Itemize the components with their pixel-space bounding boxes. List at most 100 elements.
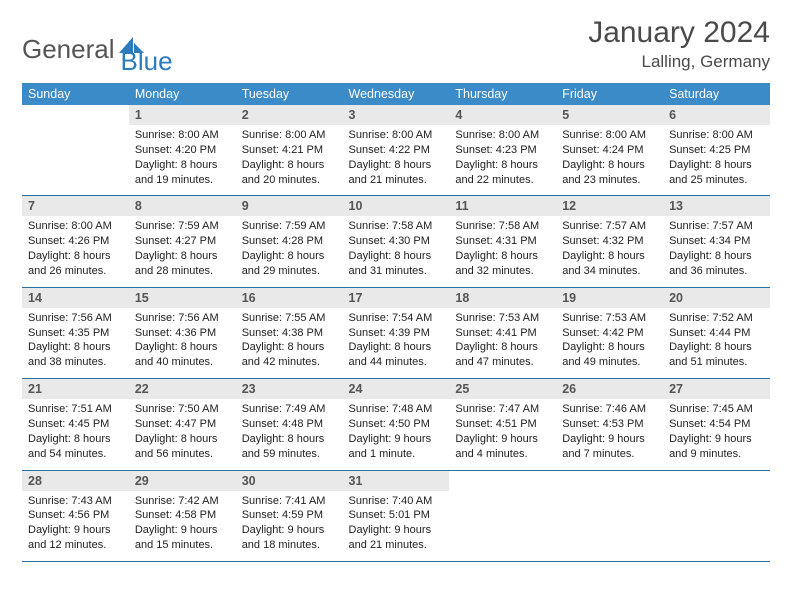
sunset-text: Sunset: 4:45 PM [28, 417, 123, 432]
sunrise-text: Sunrise: 7:41 AM [242, 494, 337, 509]
daylight-text: Daylight: 8 hours and 40 minutes. [135, 340, 230, 370]
location: Lalling, Germany [588, 52, 770, 72]
daylight-text: Daylight: 8 hours and 54 minutes. [28, 432, 123, 462]
calendar-cell: 16Sunrise: 7:55 AMSunset: 4:38 PMDayligh… [236, 287, 343, 378]
day-number: 30 [236, 471, 343, 491]
daylight-text: Daylight: 8 hours and 49 minutes. [562, 340, 657, 370]
day-info: Sunrise: 7:48 AMSunset: 4:50 PMDaylight:… [343, 399, 450, 469]
day-info: Sunrise: 7:41 AMSunset: 4:59 PMDaylight:… [236, 491, 343, 561]
day-number: 11 [449, 196, 556, 216]
sunset-text: Sunset: 4:24 PM [562, 143, 657, 158]
daylight-text: Daylight: 8 hours and 21 minutes. [349, 158, 444, 188]
calendar-cell: 17Sunrise: 7:54 AMSunset: 4:39 PMDayligh… [343, 287, 450, 378]
daylight-text: Daylight: 8 hours and 28 minutes. [135, 249, 230, 279]
calendar-cell: 13Sunrise: 7:57 AMSunset: 4:34 PMDayligh… [663, 196, 770, 287]
calendar-cell: 9Sunrise: 7:59 AMSunset: 4:28 PMDaylight… [236, 196, 343, 287]
day-info: Sunrise: 7:54 AMSunset: 4:39 PMDaylight:… [343, 308, 450, 378]
day-number: 19 [556, 288, 663, 308]
daylight-text: Daylight: 8 hours and 19 minutes. [135, 158, 230, 188]
day-info: Sunrise: 7:50 AMSunset: 4:47 PMDaylight:… [129, 399, 236, 469]
weekday-header: Thursday [449, 83, 556, 105]
calendar-cell: 19Sunrise: 7:53 AMSunset: 4:42 PMDayligh… [556, 287, 663, 378]
calendar-cell [449, 470, 556, 561]
day-info: Sunrise: 7:58 AMSunset: 4:31 PMDaylight:… [449, 216, 556, 286]
day-info: Sunrise: 7:56 AMSunset: 4:35 PMDaylight:… [22, 308, 129, 378]
day-number: 28 [22, 471, 129, 491]
day-number: 26 [556, 379, 663, 399]
weekday-header: Saturday [663, 83, 770, 105]
daylight-text: Daylight: 9 hours and 12 minutes. [28, 523, 123, 553]
sunset-text: Sunset: 4:38 PM [242, 326, 337, 341]
daylight-text: Daylight: 9 hours and 4 minutes. [455, 432, 550, 462]
day-number: 17 [343, 288, 450, 308]
weekday-header: Monday [129, 83, 236, 105]
sunset-text: Sunset: 4:50 PM [349, 417, 444, 432]
calendar-cell: 3Sunrise: 8:00 AMSunset: 4:22 PMDaylight… [343, 105, 450, 196]
sunrise-text: Sunrise: 7:59 AM [242, 219, 337, 234]
calendar-cell: 11Sunrise: 7:58 AMSunset: 4:31 PMDayligh… [449, 196, 556, 287]
daylight-text: Daylight: 9 hours and 21 minutes. [349, 523, 444, 553]
calendar-cell: 20Sunrise: 7:52 AMSunset: 4:44 PMDayligh… [663, 287, 770, 378]
sunrise-text: Sunrise: 7:54 AM [349, 311, 444, 326]
sunset-text: Sunset: 4:25 PM [669, 143, 764, 158]
daylight-text: Daylight: 8 hours and 23 minutes. [562, 158, 657, 188]
day-info: Sunrise: 8:00 AMSunset: 4:23 PMDaylight:… [449, 125, 556, 195]
sunset-text: Sunset: 4:42 PM [562, 326, 657, 341]
sunset-text: Sunset: 4:36 PM [135, 326, 230, 341]
sunset-text: Sunset: 4:35 PM [28, 326, 123, 341]
day-number: 12 [556, 196, 663, 216]
daylight-text: Daylight: 8 hours and 32 minutes. [455, 249, 550, 279]
sunset-text: Sunset: 4:22 PM [349, 143, 444, 158]
logo-text-blue: Blue [121, 46, 173, 77]
daylight-text: Daylight: 9 hours and 9 minutes. [669, 432, 764, 462]
sunrise-text: Sunrise: 7:49 AM [242, 402, 337, 417]
day-number: 3 [343, 105, 450, 125]
calendar-cell: 30Sunrise: 7:41 AMSunset: 4:59 PMDayligh… [236, 470, 343, 561]
day-number: 24 [343, 379, 450, 399]
sunset-text: Sunset: 4:30 PM [349, 234, 444, 249]
day-number: 31 [343, 471, 450, 491]
calendar-cell: 24Sunrise: 7:48 AMSunset: 4:50 PMDayligh… [343, 379, 450, 470]
daylight-text: Daylight: 8 hours and 38 minutes. [28, 340, 123, 370]
day-number: 15 [129, 288, 236, 308]
calendar-row: 14Sunrise: 7:56 AMSunset: 4:35 PMDayligh… [22, 287, 770, 378]
calendar-cell: 18Sunrise: 7:53 AMSunset: 4:41 PMDayligh… [449, 287, 556, 378]
sunrise-text: Sunrise: 8:00 AM [562, 128, 657, 143]
sunset-text: Sunset: 4:20 PM [135, 143, 230, 158]
sunrise-text: Sunrise: 7:53 AM [455, 311, 550, 326]
day-info: Sunrise: 7:53 AMSunset: 4:42 PMDaylight:… [556, 308, 663, 378]
daylight-text: Daylight: 8 hours and 51 minutes. [669, 340, 764, 370]
sunset-text: Sunset: 4:26 PM [28, 234, 123, 249]
sunset-text: Sunset: 4:23 PM [455, 143, 550, 158]
day-info: Sunrise: 8:00 AMSunset: 4:26 PMDaylight:… [22, 216, 129, 286]
day-info: Sunrise: 7:57 AMSunset: 4:32 PMDaylight:… [556, 216, 663, 286]
sunset-text: Sunset: 4:32 PM [562, 234, 657, 249]
sunset-text: Sunset: 4:59 PM [242, 508, 337, 523]
sunrise-text: Sunrise: 7:42 AM [135, 494, 230, 509]
calendar-cell [22, 105, 129, 196]
calendar-cell: 28Sunrise: 7:43 AMSunset: 4:56 PMDayligh… [22, 470, 129, 561]
logo-text-general: General [22, 34, 115, 65]
calendar-cell: 8Sunrise: 7:59 AMSunset: 4:27 PMDaylight… [129, 196, 236, 287]
calendar-cell: 2Sunrise: 8:00 AMSunset: 4:21 PMDaylight… [236, 105, 343, 196]
daylight-text: Daylight: 9 hours and 1 minute. [349, 432, 444, 462]
calendar-row: 28Sunrise: 7:43 AMSunset: 4:56 PMDayligh… [22, 470, 770, 561]
sunrise-text: Sunrise: 7:52 AM [669, 311, 764, 326]
day-number: 6 [663, 105, 770, 125]
calendar-cell: 6Sunrise: 8:00 AMSunset: 4:25 PMDaylight… [663, 105, 770, 196]
daylight-text: Daylight: 8 hours and 56 minutes. [135, 432, 230, 462]
sunrise-text: Sunrise: 8:00 AM [669, 128, 764, 143]
day-info: Sunrise: 8:00 AMSunset: 4:20 PMDaylight:… [129, 125, 236, 195]
day-number: 16 [236, 288, 343, 308]
sunset-text: Sunset: 4:48 PM [242, 417, 337, 432]
sunrise-text: Sunrise: 7:50 AM [135, 402, 230, 417]
calendar-cell: 1Sunrise: 8:00 AMSunset: 4:20 PMDaylight… [129, 105, 236, 196]
sunrise-text: Sunrise: 7:59 AM [135, 219, 230, 234]
sunset-text: Sunset: 4:21 PM [242, 143, 337, 158]
day-number: 29 [129, 471, 236, 491]
daylight-text: Daylight: 8 hours and 42 minutes. [242, 340, 337, 370]
day-info: Sunrise: 8:00 AMSunset: 4:25 PMDaylight:… [663, 125, 770, 195]
day-info: Sunrise: 7:51 AMSunset: 4:45 PMDaylight:… [22, 399, 129, 469]
day-info: Sunrise: 8:00 AMSunset: 4:22 PMDaylight:… [343, 125, 450, 195]
daylight-text: Daylight: 8 hours and 20 minutes. [242, 158, 337, 188]
